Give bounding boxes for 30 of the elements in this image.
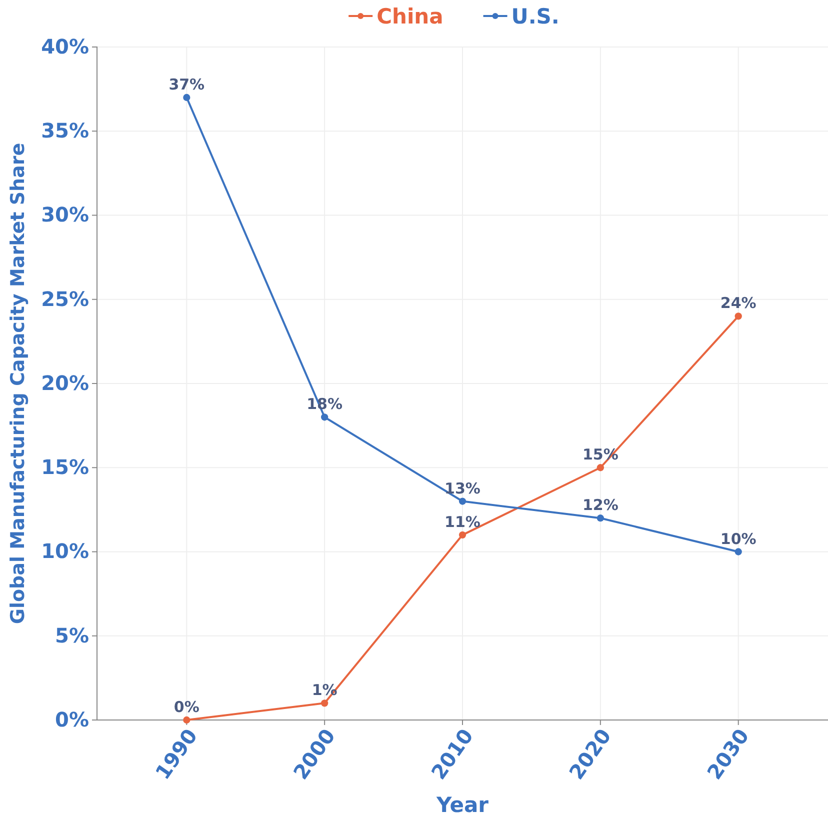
data-label: 24% <box>720 294 756 312</box>
point <box>458 498 466 505</box>
data-label: 11% <box>444 512 480 531</box>
data-label: 10% <box>720 530 756 548</box>
point <box>183 94 190 102</box>
data-label: 0% <box>174 698 200 716</box>
y-tick-label: 5% <box>55 623 89 648</box>
y-tick-label: 20% <box>41 370 89 395</box>
legend-label: U.S. <box>511 4 560 28</box>
point <box>458 531 466 538</box>
y-tick-label: 0% <box>55 707 89 732</box>
point <box>183 716 190 724</box>
y-tick-label: 35% <box>41 118 89 143</box>
legend-label: China <box>376 4 444 28</box>
point <box>596 464 604 472</box>
data-label: 13% <box>444 479 480 498</box>
y-tick-label: 30% <box>41 202 89 227</box>
x-axis-title: Year <box>435 793 490 817</box>
y-tick-label: 40% <box>41 34 89 58</box>
y-tick-label: 25% <box>41 286 89 311</box>
data-label: 37% <box>168 75 205 94</box>
data-label: 12% <box>582 496 618 514</box>
point <box>321 414 328 421</box>
y-tick-label: 15% <box>41 455 89 480</box>
point <box>321 700 328 707</box>
point <box>734 548 742 556</box>
y-axis-title: Global Manufacturing Capacity Market Share <box>7 142 29 624</box>
point <box>734 312 742 320</box>
point <box>596 514 604 522</box>
y-tick-label: 10% <box>41 539 89 564</box>
